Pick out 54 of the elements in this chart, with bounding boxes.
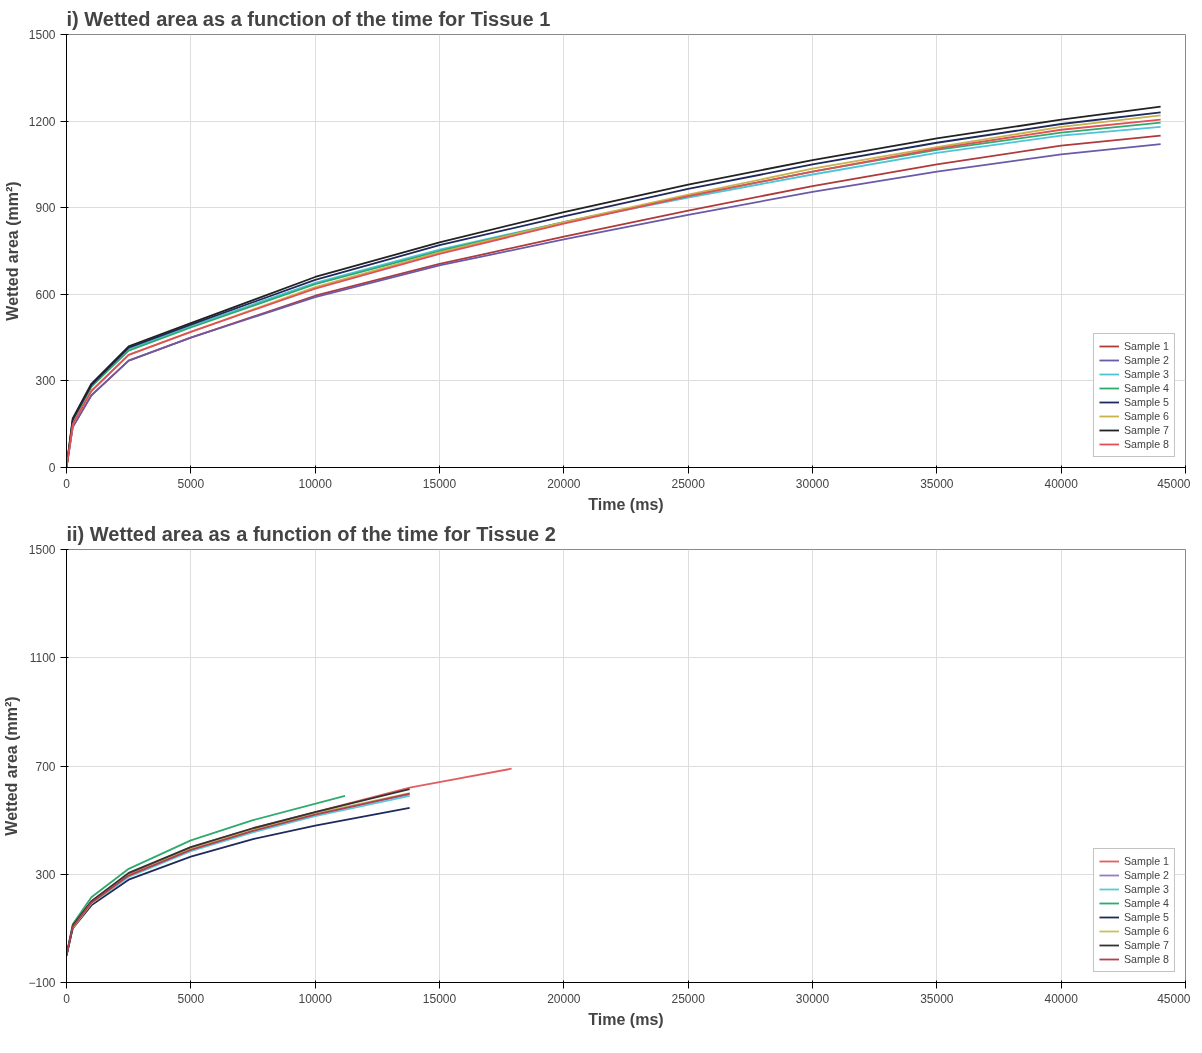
y-tick-label: 700: [35, 759, 56, 774]
legend-label: Sample 7: [1123, 423, 1169, 437]
x-tick-label: 25000: [671, 476, 706, 491]
x-tick-label: 15000: [422, 991, 457, 1006]
y-tick-label: 1100: [29, 651, 56, 666]
x-tick-label: 40000: [1044, 476, 1079, 491]
y-tick-label: 600: [35, 287, 56, 302]
y-tick-label: 0: [48, 461, 56, 475]
x-tick-label: 5000: [177, 476, 205, 491]
x-tick-label: 35000: [920, 991, 954, 1006]
y-tick-label: 300: [35, 867, 56, 882]
x-axis-title: Time (ms): [588, 1010, 664, 1028]
y-axis-title: Wetted area (mm²): [3, 696, 21, 836]
x-tick-label: 10000: [298, 991, 333, 1006]
x-tick-label: 30000: [795, 476, 830, 491]
y-tick-label: −100: [28, 976, 56, 990]
x-tick-label: 0: [63, 476, 71, 491]
legend-label: Sample 4: [1123, 381, 1169, 395]
y-axis-title: Wetted area (mm²): [3, 181, 21, 321]
x-tick-label: 20000: [547, 476, 581, 491]
x-tick-label: 15000: [422, 476, 457, 491]
x-axis-title: Time (ms): [588, 495, 664, 513]
legend-label: Sample 6: [1123, 409, 1169, 423]
line-series: [71, 792, 411, 929]
x-tick-label: 35000: [920, 476, 954, 491]
x-tick-label: 10000: [298, 476, 333, 491]
legend-label: Sample 2: [1123, 868, 1169, 882]
y-tick-label: 1500: [28, 543, 56, 557]
y-tick-label: 1200: [28, 114, 56, 129]
legend-label: Sample 6: [1123, 924, 1169, 938]
legend-label: Sample 1: [1123, 854, 1169, 868]
legend-label: Sample 8: [1123, 952, 1169, 966]
legend-label: Sample 2: [1123, 353, 1169, 367]
y-tick-label: 900: [35, 201, 56, 216]
legend-label: Sample 7: [1123, 938, 1169, 952]
y-tick-label: 1500: [28, 28, 56, 42]
x-tick-label: 25000: [671, 991, 706, 1006]
legend-label: Sample 4: [1123, 896, 1169, 910]
x-tick-label: 45000: [1157, 476, 1191, 491]
x-tick-label: 5000: [177, 991, 205, 1006]
legend-label: Sample 5: [1123, 910, 1169, 924]
chart-title: ii) Wetted area as a function of the time for Tissue 2: [66, 522, 556, 545]
x-tick-label: 0: [63, 991, 71, 1006]
x-tick-label: 20000: [547, 991, 581, 1006]
x-tick-label: 30000: [795, 991, 830, 1006]
legend-label: Sample 5: [1123, 395, 1169, 409]
chart-title: i) Wetted area as a function of the time for Tissue 1: [66, 7, 551, 30]
x-tick-label: 40000: [1044, 991, 1079, 1006]
legend-label: Sample 3: [1123, 882, 1169, 896]
legend-label: Sample 3: [1123, 367, 1169, 381]
legend-label: Sample 8: [1123, 437, 1169, 451]
x-tick-label: 45000: [1157, 991, 1191, 1006]
y-tick-label: 300: [35, 374, 56, 389]
legend-label: Sample 1: [1123, 339, 1169, 353]
